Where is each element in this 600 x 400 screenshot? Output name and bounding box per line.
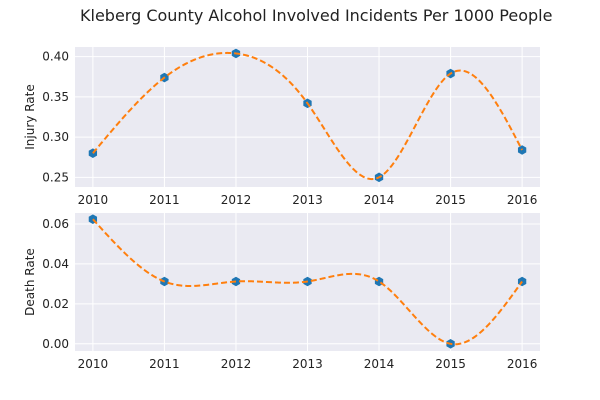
death-x-tick-label: 2013 <box>292 357 323 371</box>
injury-y-tick-label: 0.35 <box>42 90 69 104</box>
death-smoothed-line <box>92 218 523 346</box>
death-x-tick-label: 2015 <box>435 357 466 371</box>
death-x-tick-label: 2011 <box>149 357 180 371</box>
injury-x-tick-label: 2012 <box>221 193 252 207</box>
injury-y-axis-label: Injury Rate <box>23 84 37 149</box>
death-y-tick-label: 0.06 <box>42 217 69 231</box>
death-rate-panel: 2010 2011 2012 2013 2014 2015 2016 0.00 0.02 0.04… <box>23 213 540 371</box>
death-y-tick-label: 0.00 <box>42 337 69 351</box>
injury-x-tick-label: 2011 <box>149 193 180 207</box>
death-x-tick-label: 2012 <box>221 357 252 371</box>
death-y-tick-label: 0.04 <box>42 257 69 271</box>
injury-x-tick-label: 2014 <box>364 193 395 207</box>
injury-rate-panel: 2010 2011 2012 2013 2014 2015 2016 0.25 0.30 0.35… <box>23 47 540 207</box>
injury-x-tick-label: 2013 <box>292 193 323 207</box>
injury-x-tick-label: 2010 <box>78 193 109 207</box>
death-x-tick-label: 2014 <box>364 357 395 371</box>
injury-y-tick-label: 0.30 <box>42 130 69 144</box>
death-x-tick-label: 2010 <box>78 357 109 371</box>
injury-y-tick-label: 0.40 <box>42 50 69 64</box>
figure-title: Kleberg County Alcohol Involved Incident… <box>80 6 553 25</box>
injury-smoothed-line <box>92 51 524 181</box>
death-y-tick-label: 0.02 <box>42 297 69 311</box>
death-y-axis-label: Death Rate <box>23 248 37 316</box>
injury-x-tick-label: 2015 <box>435 193 466 207</box>
death-x-tick-label: 2016 <box>507 357 538 371</box>
injury-y-tick-label: 0.25 <box>42 170 69 184</box>
injury-x-tick-label: 2016 <box>507 193 538 207</box>
